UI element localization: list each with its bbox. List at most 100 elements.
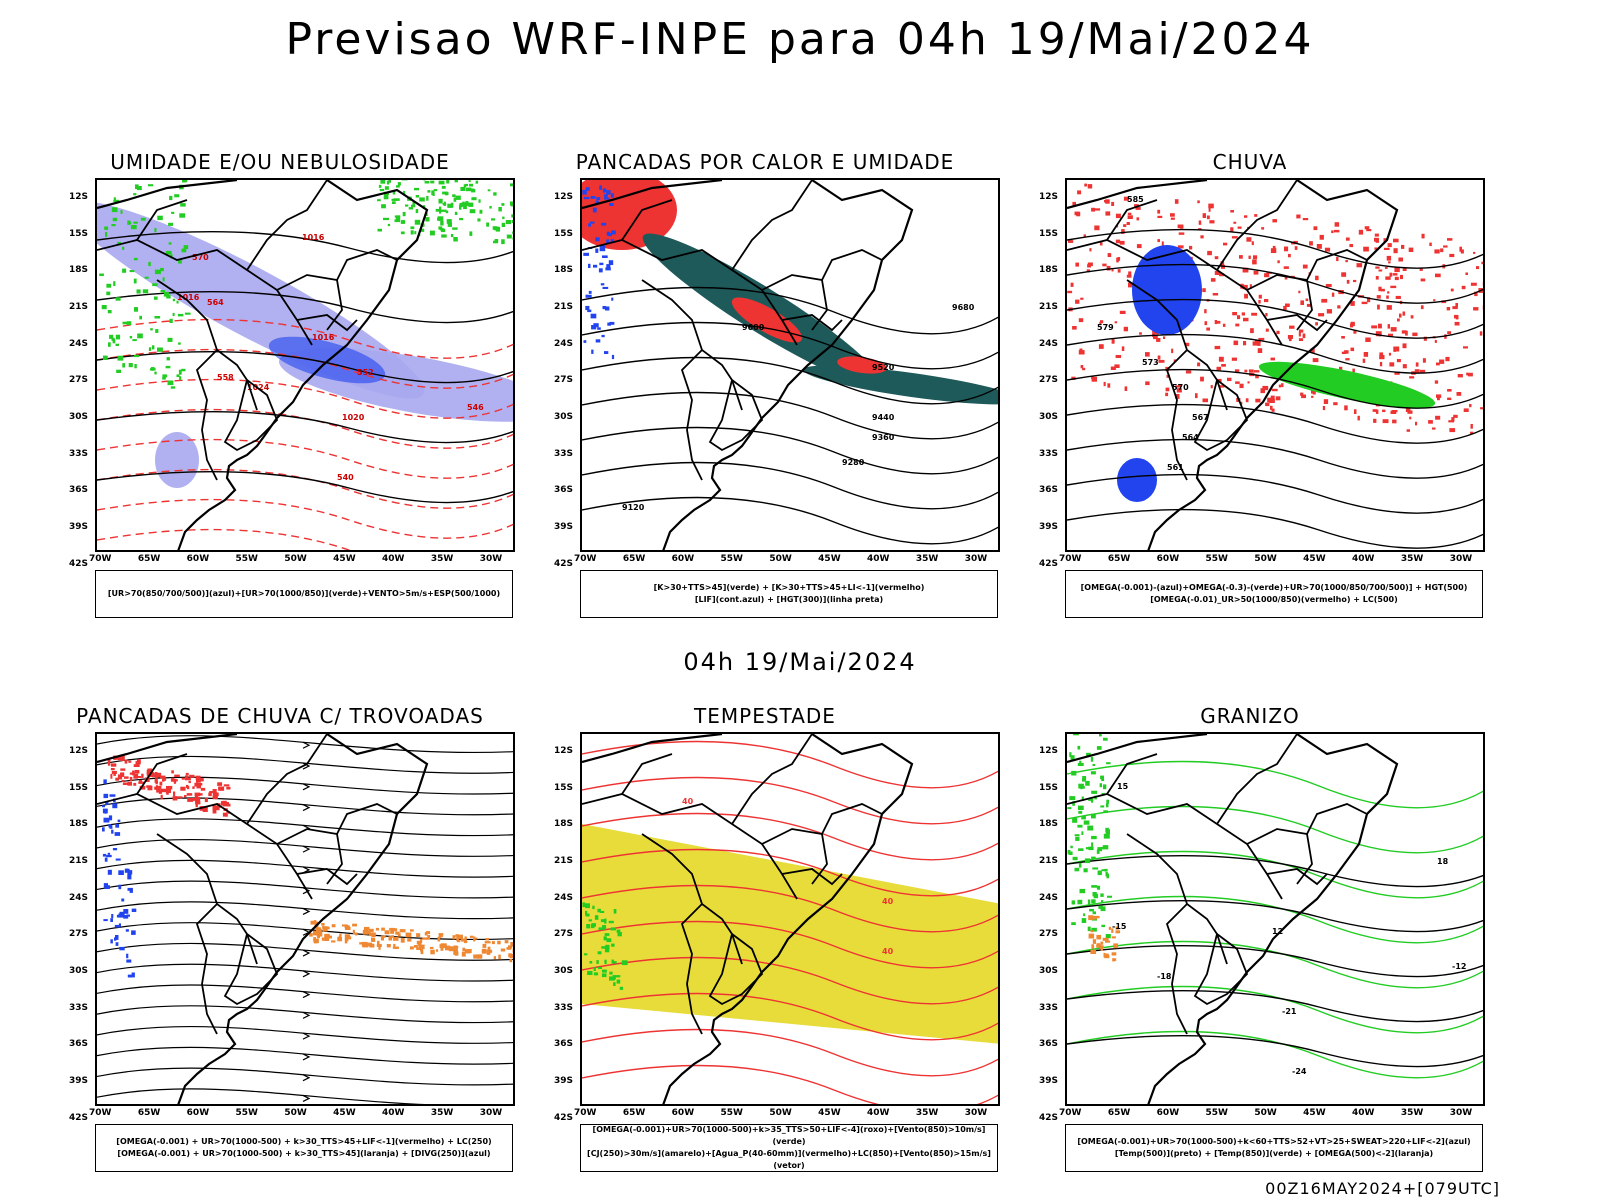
lat-label: 12S [68, 192, 88, 202]
map-canvas: 40 40 40 [582, 734, 998, 1104]
lat-label: 39S [68, 522, 88, 532]
lat-label: 21S [1038, 302, 1058, 312]
lat-label: 12S [553, 192, 573, 202]
lon-label: 50W [1254, 554, 1277, 564]
lat-label: 12S [553, 746, 573, 756]
lat-label: 39S [553, 522, 573, 532]
panel-title: GRANIZO [1200, 704, 1300, 728]
lat-label: 42S [1038, 558, 1058, 569]
lon-label: 40W [867, 1108, 890, 1118]
map-frame: 40 40 40 [580, 732, 1000, 1106]
legend-line: [OMEGA(-0.001) + UR>70(1000-500) + k>30_… [116, 1137, 492, 1146]
lat-label: 18S [1038, 265, 1058, 276]
lon-label: 50W [284, 554, 307, 564]
lon-label: 50W [769, 554, 792, 564]
lat-label: 15S [1038, 782, 1058, 793]
precip-dots [1067, 183, 1483, 435]
legend-line: [OMEGA(-0.01)_UR>50(1000/850)(vermelho) … [1150, 595, 1398, 604]
lon-label: 30W [479, 1108, 503, 1118]
lon-label: 60W [1156, 1108, 1180, 1118]
precip-dots [102, 779, 137, 978]
lon-label: 55W [720, 554, 743, 564]
main-title: Previsao WRF-INPE para 04h 19/Mai/2024 [285, 14, 1315, 65]
lon-label: 35W [430, 1108, 454, 1118]
lat-label: 15S [553, 782, 573, 793]
contour-label: -21 [1282, 1007, 1297, 1016]
lat-label: 18S [68, 819, 88, 830]
contour-label: 1020 [342, 413, 365, 422]
mid-title: 04h 19/Mai/2024 [683, 648, 917, 676]
lat-label: 36S [553, 485, 573, 496]
panel-legend: [K>30+TTS>45](verde) + [K>30+TTS>45+LI<-… [580, 570, 998, 618]
map-canvas: 9680 9600 9520 9440 9360 9280 9120 [582, 180, 998, 550]
precip-dots [309, 920, 513, 963]
lat-label: 24S [1038, 338, 1058, 349]
panel-title: CHUVA [1212, 150, 1288, 174]
precip-dots [582, 902, 628, 990]
lat-label: 21S [553, 302, 573, 312]
lat-label: 12S [1038, 746, 1058, 756]
contour-label: 1016 [302, 233, 325, 242]
lon-label: 65W [137, 1108, 161, 1118]
lon-label: 35W [915, 1108, 939, 1118]
lat-label: 36S [553, 1039, 573, 1050]
lon-label: 55W [235, 1108, 258, 1118]
pressure-contours [97, 230, 513, 504]
contour-label: 40 [882, 897, 894, 906]
lat-label: 18S [1038, 819, 1058, 830]
precip-dots [107, 755, 231, 817]
contour-label: 1016 [177, 293, 200, 302]
precip-dots [377, 180, 513, 245]
contour-label: -15 [1112, 922, 1127, 931]
lon-label: 30W [479, 554, 503, 564]
contour-label: 561 [1167, 463, 1184, 472]
lon-label: 40W [1352, 554, 1375, 564]
lon-label: 60W [671, 1108, 695, 1118]
lat-label: 18S [553, 265, 573, 276]
contour-label: 18 [1437, 857, 1449, 866]
lat-label: 42S [553, 558, 573, 569]
lat-label: 18S [553, 819, 573, 830]
lat-label: 42S [68, 558, 88, 569]
legend-line: [OMEGA(-0.001)-(azul)+OMEGA(-0.3)-(verde… [1080, 583, 1468, 592]
lon-label: 30W [1449, 554, 1473, 564]
lat-label: 33S [1038, 1002, 1058, 1013]
lon-label: 45W [333, 554, 356, 564]
contour-label: 546 [467, 403, 484, 412]
legend-line: [Temp(500)](preto) + [Temp(850)](verde) … [1114, 1149, 1434, 1158]
lat-label: 30S [553, 966, 573, 976]
lon-label: 70W [89, 554, 112, 564]
lat-label: 15S [553, 228, 573, 239]
panel-legend: [UR>70(850/700/500)](azul)+[UR>70(1000/8… [95, 570, 513, 618]
panel-legend: [OMEGA(-0.001)-(azul)+OMEGA(-0.3)-(verde… [1065, 570, 1483, 618]
omega-area [1132, 245, 1202, 335]
lon-label: 30W [964, 554, 988, 564]
lat-label: 33S [553, 448, 573, 459]
contour-label: 9120 [622, 503, 645, 512]
panel-legend: [OMEGA(-0.001) + UR>70(1000-500) + k>30_… [95, 1124, 513, 1172]
lat-label: 33S [1038, 448, 1058, 459]
lon-label: 55W [720, 1108, 743, 1118]
lat-label: 24S [68, 338, 88, 349]
map-canvas [97, 734, 513, 1104]
lon-label: 45W [1303, 1108, 1326, 1118]
contour-label: 558 [217, 373, 234, 382]
lat-label: 36S [1038, 1039, 1058, 1050]
lat-label: 21S [68, 302, 88, 312]
lat-label: 27S [553, 375, 573, 386]
lon-label: 45W [818, 1108, 841, 1118]
contour-label: 585 [1127, 195, 1144, 204]
map-canvas: 585 579 573 570 567 564 561 [1067, 180, 1483, 550]
lon-label: 60W [186, 554, 210, 564]
lon-label: 65W [622, 554, 646, 564]
lat-label: 24S [68, 892, 88, 903]
hgt500-contours [1067, 228, 1483, 549]
lon-label: 60W [186, 1108, 210, 1118]
lat-label: 18S [68, 265, 88, 276]
contour-label: 573 [1142, 358, 1159, 367]
lon-label: 40W [382, 1108, 405, 1118]
lat-label: 27S [1038, 929, 1058, 940]
map-frame: -15 -18 -12 -21 -24 15 12 18 [1065, 732, 1485, 1106]
precip-dots [582, 185, 616, 360]
legend-line: [CJ(250)>30m/s](amarelo)+[Agua_P(40-60mm… [587, 1149, 991, 1170]
